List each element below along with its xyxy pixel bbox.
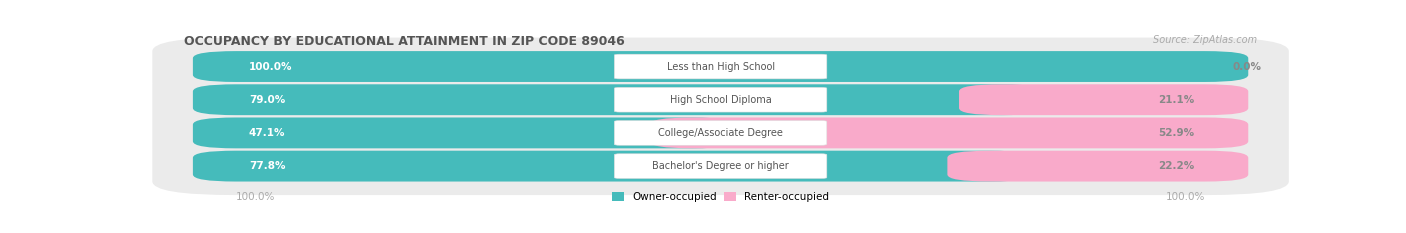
Text: Source: ZipAtlas.com: Source: ZipAtlas.com <box>1153 35 1257 45</box>
Text: 77.8%: 77.8% <box>249 161 285 171</box>
Text: Less than High School: Less than High School <box>666 62 775 72</box>
FancyBboxPatch shape <box>650 117 1249 148</box>
Legend: Owner-occupied, Renter-occupied: Owner-occupied, Renter-occupied <box>612 192 830 202</box>
Text: High School Diploma: High School Diploma <box>669 95 772 105</box>
Text: 100.0%: 100.0% <box>1166 192 1205 202</box>
Text: Bachelor's Degree or higher: Bachelor's Degree or higher <box>652 161 789 171</box>
FancyBboxPatch shape <box>959 84 1249 115</box>
Text: 22.2%: 22.2% <box>1159 161 1195 171</box>
FancyBboxPatch shape <box>152 71 1289 129</box>
Text: 79.0%: 79.0% <box>249 95 285 105</box>
FancyBboxPatch shape <box>614 121 827 145</box>
Text: College/Associate Degree: College/Associate Degree <box>658 128 783 138</box>
FancyBboxPatch shape <box>948 151 1249 182</box>
FancyBboxPatch shape <box>614 54 827 79</box>
Text: 0.0%: 0.0% <box>1233 62 1261 72</box>
FancyBboxPatch shape <box>152 137 1289 195</box>
FancyBboxPatch shape <box>193 84 1045 115</box>
FancyBboxPatch shape <box>193 117 735 148</box>
FancyBboxPatch shape <box>614 87 827 112</box>
Text: 21.1%: 21.1% <box>1159 95 1195 105</box>
FancyBboxPatch shape <box>193 51 1249 82</box>
FancyBboxPatch shape <box>152 38 1289 96</box>
FancyBboxPatch shape <box>152 104 1289 162</box>
Text: 100.0%: 100.0% <box>249 62 292 72</box>
Text: 100.0%: 100.0% <box>236 192 276 202</box>
Text: OCCUPANCY BY EDUCATIONAL ATTAINMENT IN ZIP CODE 89046: OCCUPANCY BY EDUCATIONAL ATTAINMENT IN Z… <box>184 35 626 48</box>
FancyBboxPatch shape <box>614 154 827 178</box>
FancyBboxPatch shape <box>193 151 1033 182</box>
Text: 52.9%: 52.9% <box>1159 128 1195 138</box>
Text: 47.1%: 47.1% <box>249 128 285 138</box>
